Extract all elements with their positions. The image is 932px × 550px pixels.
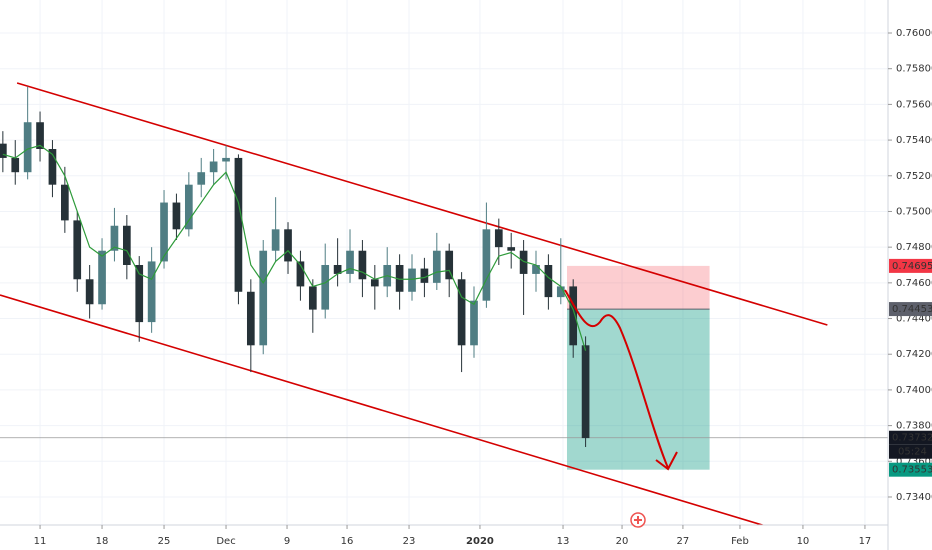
candle-body: [160, 202, 168, 262]
candle-body: [234, 157, 243, 292]
candle-body: [0, 143, 7, 158]
candle-body: [110, 225, 119, 251]
x-tick-label: 20: [616, 536, 629, 547]
stop-price-label: 0.74695: [892, 261, 932, 272]
candle-body: [420, 268, 429, 283]
x-tick-label: 18: [96, 536, 109, 547]
entry-price-label: 0.74453: [892, 304, 932, 315]
candle-body: [11, 157, 20, 173]
candle-body: [197, 172, 206, 185]
candle-body: [98, 250, 106, 305]
candle-body: [61, 184, 69, 221]
candle-body: [494, 229, 503, 248]
candle-body: [395, 264, 404, 292]
trend-line: [0, 294, 765, 525]
x-tick-label: 17: [859, 536, 872, 547]
stop-price-label-bg: [889, 258, 932, 273]
candle-body: [569, 286, 578, 346]
candle-body: [172, 202, 181, 230]
x-tick-label: 16: [341, 536, 354, 547]
candle-body: [358, 250, 367, 280]
candle-body: [184, 184, 193, 230]
trend-line: [16, 82, 828, 326]
target-price-label: 0.73553: [892, 465, 932, 476]
candle-body: [445, 250, 454, 280]
candle-body: [519, 250, 528, 274]
candle-body: [482, 229, 491, 301]
candle-body: [544, 264, 553, 298]
x-tick-label: 13: [557, 536, 570, 547]
x-tick-label: Dec: [216, 536, 235, 547]
add-button[interactable]: [630, 512, 646, 528]
moving-average: [2, 144, 587, 351]
x-tick-label: 2020: [466, 536, 494, 547]
candle-body: [122, 225, 131, 265]
stop-zone: [566, 265, 710, 310]
candle-body: [556, 286, 565, 298]
x-tick-label: 10: [797, 536, 810, 547]
candle-body: [370, 279, 379, 287]
last-price-label: 0.73732: [892, 433, 932, 444]
candle-body: [209, 161, 218, 173]
candle-body: [23, 122, 32, 173]
plot-area: [0, 82, 888, 525]
candle-body: [36, 122, 44, 150]
entry-price-label-bg: [889, 302, 932, 317]
y-tick-label: 0.76000: [896, 28, 932, 39]
candle-body: [581, 345, 590, 439]
candle-body: [308, 286, 317, 310]
candle-body: [432, 250, 441, 283]
candle-body: [73, 220, 82, 280]
forecast-arrow-head: [655, 451, 678, 471]
candle-body: [48, 149, 57, 185]
candle-body: [346, 250, 354, 274]
last-price-label-bg: [889, 430, 932, 445]
candle-body: [333, 264, 342, 274]
candle-body: [135, 264, 144, 323]
candle-body: [457, 279, 466, 346]
target-price-label-bg: [889, 462, 932, 477]
candle-body: [532, 264, 540, 274]
countdown: 05:24: [898, 447, 927, 458]
price-labels: 0.74695 0.74453 0.73553 0.73732 05:24: [889, 258, 932, 477]
candle-body: [271, 229, 280, 251]
candle-body: [147, 261, 156, 323]
candle-body: [296, 261, 305, 287]
x-tick-label: 11: [34, 536, 47, 547]
x-tick-label: 25: [158, 536, 171, 547]
x-tick-label: 27: [677, 536, 690, 547]
candle-body: [85, 279, 94, 305]
candle-body: [470, 300, 478, 346]
target-zone: [566, 309, 710, 470]
x-tick-label: Feb: [731, 536, 749, 547]
candle-body: [284, 229, 292, 262]
forecast-arrow: [564, 289, 669, 469]
x-tick-label: 23: [403, 536, 416, 547]
candle-body: [246, 291, 255, 346]
countdown-bg: [889, 444, 932, 459]
x-tick-label: 9: [284, 536, 290, 547]
candle-body: [321, 264, 330, 310]
candle-body: [259, 250, 268, 346]
candle-body: [408, 268, 416, 292]
candle-body: [222, 157, 230, 162]
candle-body: [507, 247, 516, 251]
